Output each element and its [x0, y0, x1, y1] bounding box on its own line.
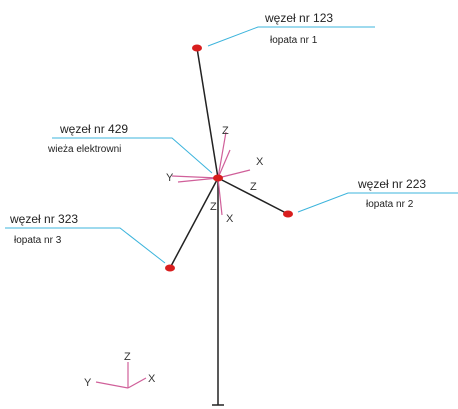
- axis-letter: Z: [222, 125, 229, 137]
- node-marker: [192, 44, 202, 52]
- node-marker: [283, 210, 293, 218]
- axis-letter: Z: [210, 201, 217, 213]
- global-axes: Z Y X: [84, 351, 156, 389]
- node-marker: [165, 264, 175, 272]
- callout: [207, 26, 375, 47]
- node-label: węzeł nr 123: [264, 11, 333, 25]
- blade-3: [169, 177, 219, 269]
- node-label: węzeł nr 429: [59, 122, 128, 136]
- blade-1: [196, 47, 219, 179]
- node-sublabel: łopata nr 1: [270, 35, 318, 46]
- callout: [297, 192, 458, 213]
- node-sublabel: łopata nr 2: [366, 199, 414, 210]
- axis-letter: X: [148, 373, 156, 385]
- blade-2: [217, 177, 289, 215]
- node-label: węzeł nr 223: [357, 177, 426, 191]
- node-label: węzeł nr 323: [9, 212, 78, 226]
- hub-axes: Z X Y Z Z X: [166, 125, 264, 225]
- axis-letter: X: [226, 213, 234, 225]
- axis-letter: Y: [166, 172, 174, 184]
- callout: [52, 137, 213, 174]
- axis-letter: Y: [84, 377, 92, 389]
- axis-letter: X: [256, 156, 264, 168]
- node-sublabel: łopata nr 3: [14, 235, 62, 246]
- node-marker: [213, 174, 223, 182]
- callout: [5, 227, 166, 264]
- axis-letter: Z: [124, 351, 131, 363]
- axis-letter: Z: [250, 181, 257, 193]
- node-sublabel: wieża elektrowni: [47, 144, 121, 155]
